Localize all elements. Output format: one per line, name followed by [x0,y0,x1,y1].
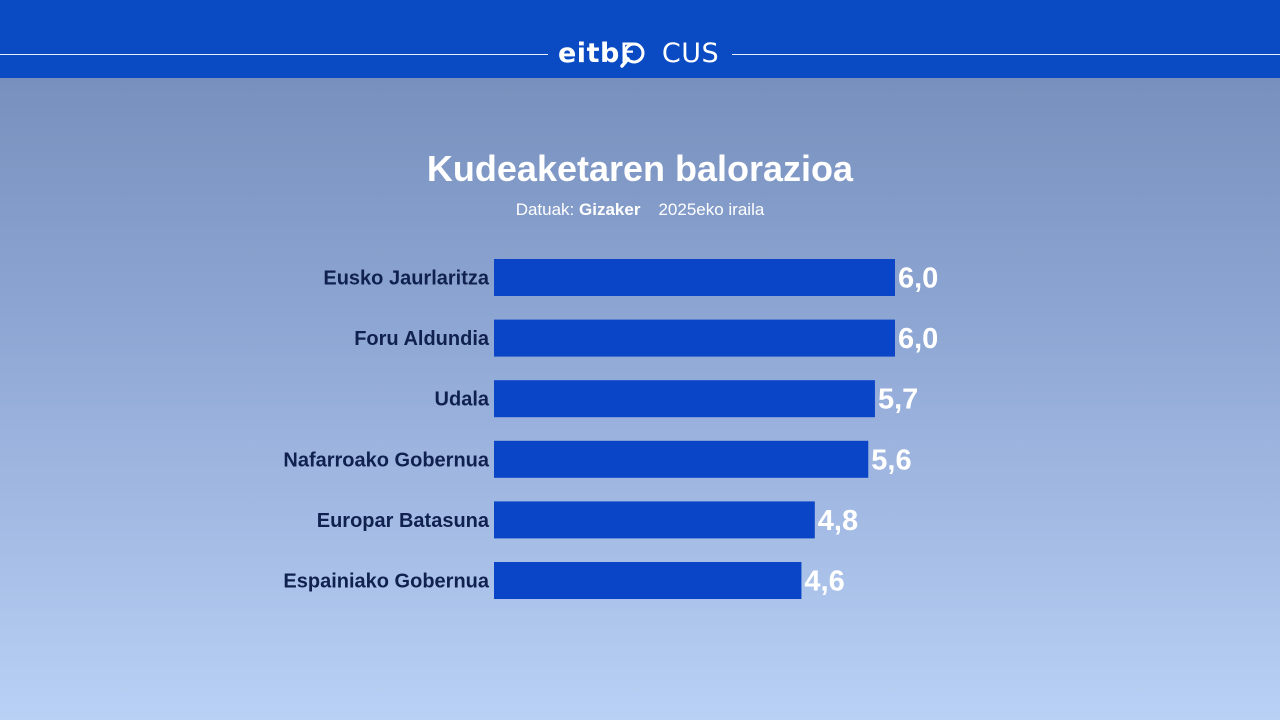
eitb-focus-logo: eitbF CUS [558,38,720,69]
bar [494,259,895,296]
category-label: Nafarroako Gobernua [283,449,489,471]
value-label: 5,7 [878,384,918,416]
magnifier-icon [620,42,645,68]
source-label: Datuak: [515,200,575,219]
bar [494,319,895,357]
value-label: 4,8 [818,505,858,537]
bar [494,562,802,599]
bar [494,380,875,418]
value-label: 6,0 [898,323,938,355]
bar [494,440,869,478]
source-name: Gizaker [579,200,641,219]
category-label: Udala [435,389,490,411]
value-label: 5,6 [871,444,911,476]
banner-rule-left [0,54,548,55]
survey-date: 2025eko iraila [658,200,765,219]
chart-title: Kudeaketaren balorazioa [426,148,854,189]
category-label: Foru Aldundia [354,328,490,350]
category-label: Europar Batasuna [317,510,490,532]
value-label: 4,6 [804,566,844,598]
category-label: Espainiako Gobernua [283,571,489,593]
banner-rule-right [732,54,1280,55]
category-label: Eusko Jaurlaritza [323,268,490,290]
chart-subtitle: Datuak: Gizaker 2025eko iraila [0,198,1280,222]
bar [494,501,815,539]
top-banner: eitbF CUS [0,0,1280,78]
value-label: 6,0 [898,263,938,295]
